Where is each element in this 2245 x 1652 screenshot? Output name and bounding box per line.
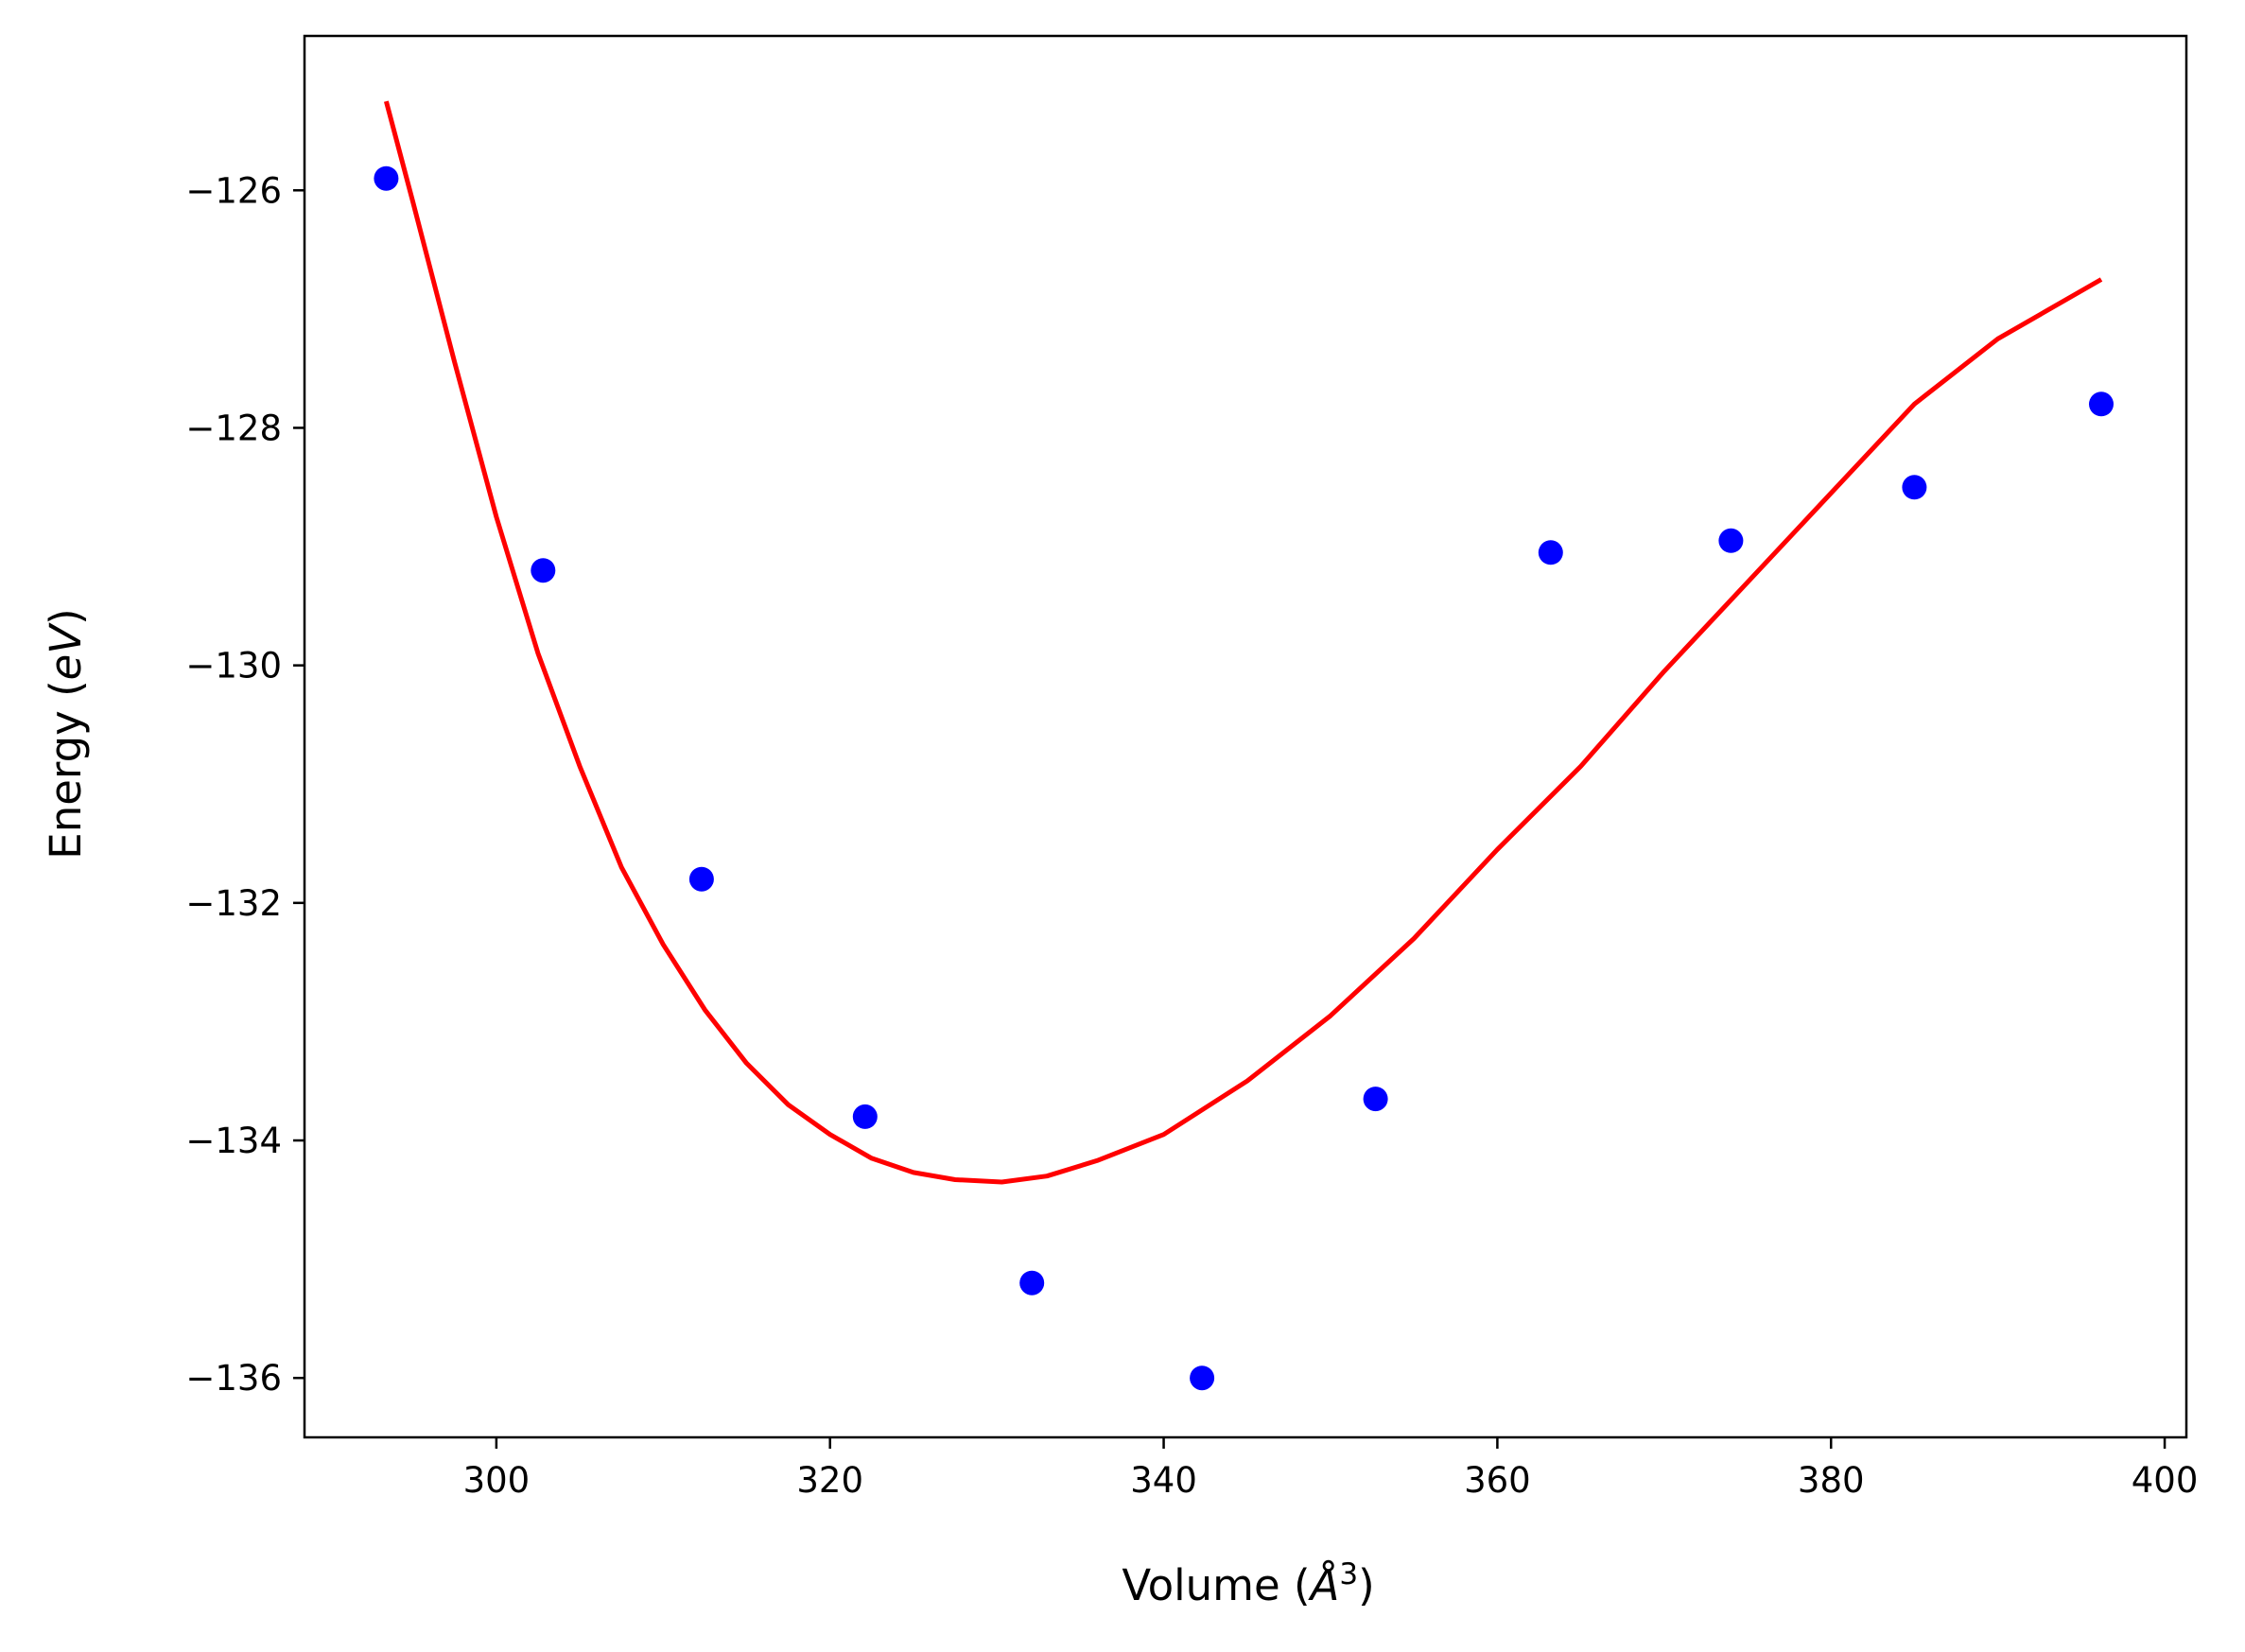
x-tick-label: 380 xyxy=(1798,1460,1865,1501)
data-point xyxy=(852,1104,878,1129)
data-point xyxy=(688,866,714,892)
x-tick-label: 320 xyxy=(796,1460,863,1501)
y-axis-label-text: Energy xyxy=(41,710,91,860)
data-point xyxy=(1538,540,1563,565)
x-tick-label: 360 xyxy=(1464,1460,1531,1501)
y-tick-label: −136 xyxy=(185,1358,282,1399)
data-point xyxy=(1902,475,1927,500)
x-tick-label: 400 xyxy=(2132,1460,2199,1501)
y-axis-label: Energy (eV) xyxy=(41,608,91,859)
x-tick-label: 300 xyxy=(463,1460,531,1501)
data-point xyxy=(1190,1365,1215,1391)
x-tick-label: 340 xyxy=(1130,1460,1197,1501)
data-point xyxy=(1718,528,1744,553)
y-tick-label: −126 xyxy=(185,170,282,211)
x-axis-unit-power: 3 xyxy=(1339,1557,1358,1591)
plot-frame xyxy=(303,34,2188,1439)
data-point xyxy=(531,558,556,583)
data-point xyxy=(1363,1087,1388,1112)
fit-line xyxy=(383,100,2103,1185)
y-tick-label: −128 xyxy=(185,408,282,448)
data-point xyxy=(374,165,399,191)
y-tick-label: −130 xyxy=(185,646,282,687)
x-axis-label: Volume (Å3) xyxy=(1122,1557,1374,1610)
y-tick-label: −134 xyxy=(185,1121,282,1161)
x-axis-unit: Å xyxy=(1308,1560,1340,1610)
x-axis-label-text: Volume xyxy=(1122,1560,1279,1610)
y-axis-unit: eV xyxy=(41,622,91,681)
y-tick-label: −132 xyxy=(185,883,282,924)
data-point xyxy=(1019,1270,1045,1296)
data-point xyxy=(2089,391,2114,417)
ticks-layer: 300 320 340 360 380 400 −126 −128 −130 −132 −134 −1… xyxy=(185,170,2198,1501)
plot-layer xyxy=(374,100,2114,1391)
